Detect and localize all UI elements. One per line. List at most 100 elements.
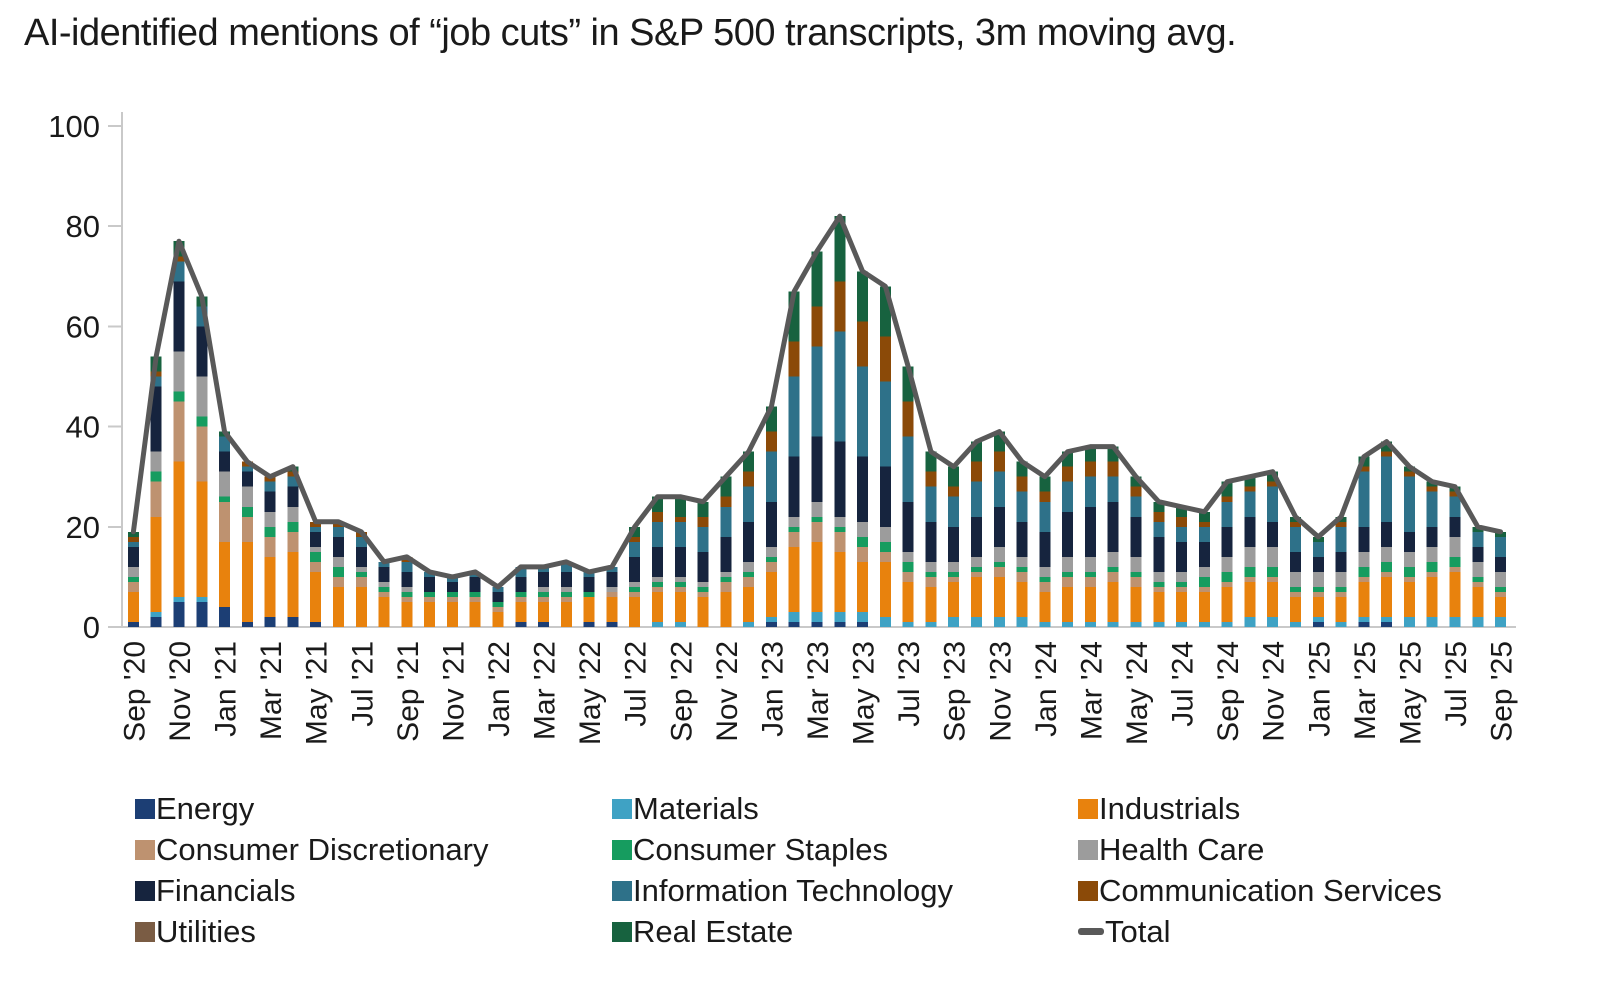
bar-segment bbox=[1062, 586, 1074, 622]
bar-segment bbox=[857, 521, 869, 537]
bar-segment bbox=[241, 466, 253, 472]
bar-segment bbox=[1107, 461, 1119, 477]
legend-item-consumer-staples: Consumer Staples bbox=[612, 829, 953, 870]
bar-segment bbox=[1107, 581, 1119, 622]
bar-segment bbox=[1153, 511, 1165, 522]
bar-segment bbox=[765, 431, 777, 452]
bar-segment bbox=[857, 321, 869, 367]
legend-item-industrials: Industrials bbox=[1078, 788, 1442, 829]
legend-label: Consumer Staples bbox=[633, 832, 889, 867]
x-tick-label: Sep '22 bbox=[665, 641, 698, 742]
x-tick-label: Nov '21 bbox=[437, 641, 470, 742]
bar-segment bbox=[879, 466, 891, 527]
legend-swatch bbox=[135, 921, 155, 942]
bar-segment bbox=[196, 481, 208, 597]
bar-segment bbox=[401, 596, 413, 602]
legend-item-consumer-discretionary: Consumer Discretionary bbox=[135, 829, 489, 870]
bar-segment bbox=[1039, 591, 1051, 622]
bar-segment bbox=[879, 541, 891, 552]
bar-segment bbox=[287, 551, 299, 617]
bar-segment bbox=[1130, 496, 1142, 517]
bar-segment bbox=[1084, 586, 1096, 622]
bar-segment bbox=[1358, 566, 1370, 577]
bar-segment bbox=[1312, 616, 1324, 622]
bar-segment bbox=[651, 576, 663, 582]
bar-segment bbox=[1153, 621, 1165, 627]
bar-segment bbox=[332, 586, 344, 627]
bar-segment bbox=[1244, 491, 1256, 517]
bar-segment bbox=[287, 476, 299, 487]
bar-segment bbox=[1198, 591, 1210, 622]
bar-segment bbox=[1107, 501, 1119, 552]
bar-segment bbox=[241, 471, 253, 487]
bar-segment bbox=[173, 601, 185, 627]
bar-segment bbox=[1244, 576, 1256, 582]
x-tick-label: Jul '23 bbox=[893, 641, 926, 727]
x-tick-label: Jan '24 bbox=[1030, 641, 1063, 737]
bar-segment bbox=[1426, 576, 1438, 617]
bar-segment bbox=[127, 546, 139, 567]
bar-segment bbox=[424, 596, 436, 602]
bar-segment bbox=[720, 571, 732, 577]
bar-segment bbox=[1403, 566, 1415, 577]
bar-segment bbox=[538, 591, 550, 597]
bar-segment bbox=[971, 576, 983, 617]
bar-segment bbox=[446, 601, 458, 627]
bar-segment bbox=[1335, 571, 1347, 587]
legend-label: Materials bbox=[633, 791, 759, 826]
bar-segment bbox=[1472, 576, 1484, 582]
bar-segment bbox=[743, 451, 755, 472]
bar-segment bbox=[1358, 621, 1370, 627]
bar-segment bbox=[264, 491, 276, 512]
bar-segment bbox=[948, 486, 960, 497]
bar-segment bbox=[219, 606, 231, 627]
bar-segment bbox=[355, 566, 367, 572]
bar-segment bbox=[1495, 586, 1507, 592]
bar-segment bbox=[765, 406, 777, 432]
legend-label: Energy bbox=[156, 791, 255, 826]
bar-segment bbox=[765, 556, 777, 562]
bar-segment bbox=[925, 561, 937, 572]
y-tick-label: 60 bbox=[66, 309, 100, 344]
bar-segment bbox=[538, 601, 550, 622]
bar-segment bbox=[902, 581, 914, 622]
bar-segment bbox=[515, 576, 527, 592]
bar-segment bbox=[1084, 506, 1096, 557]
bar-segment bbox=[811, 621, 823, 627]
bar-segment bbox=[1062, 571, 1074, 577]
bar-segment bbox=[310, 546, 322, 552]
bar-segment bbox=[697, 586, 709, 592]
bar-segment bbox=[173, 461, 185, 597]
bar-segment bbox=[150, 516, 162, 612]
bar-segment bbox=[310, 571, 322, 622]
bar-segment bbox=[264, 616, 276, 627]
bar-segment bbox=[469, 596, 481, 602]
bar-segment bbox=[1153, 501, 1165, 512]
bar-segment bbox=[241, 486, 253, 507]
bar-segment bbox=[1198, 511, 1210, 522]
bar-segment bbox=[241, 541, 253, 622]
bar-segment bbox=[606, 591, 618, 597]
x-tick-label: Sep '25 bbox=[1486, 641, 1519, 742]
legend-line-swatch bbox=[1078, 928, 1104, 935]
bar-segment bbox=[1449, 491, 1461, 497]
bar-segment bbox=[538, 596, 550, 602]
bar-segment bbox=[378, 566, 390, 582]
x-tick-label: May '25 bbox=[1394, 641, 1427, 745]
bar-segment bbox=[902, 401, 914, 437]
bar-segment bbox=[993, 616, 1005, 627]
bar-segment bbox=[401, 561, 413, 572]
bar-segment bbox=[651, 591, 663, 622]
bar-segment bbox=[401, 601, 413, 627]
bar-segment bbox=[811, 501, 823, 517]
bar-segment bbox=[538, 586, 550, 592]
bar-segment bbox=[1267, 481, 1279, 487]
bar-segment bbox=[173, 261, 185, 282]
bar-segment bbox=[902, 366, 914, 402]
bar-segment bbox=[1153, 586, 1165, 592]
bar-segment bbox=[629, 586, 641, 592]
bar-segment bbox=[971, 571, 983, 577]
bar-segment bbox=[971, 441, 983, 462]
bar-segment bbox=[743, 576, 755, 587]
